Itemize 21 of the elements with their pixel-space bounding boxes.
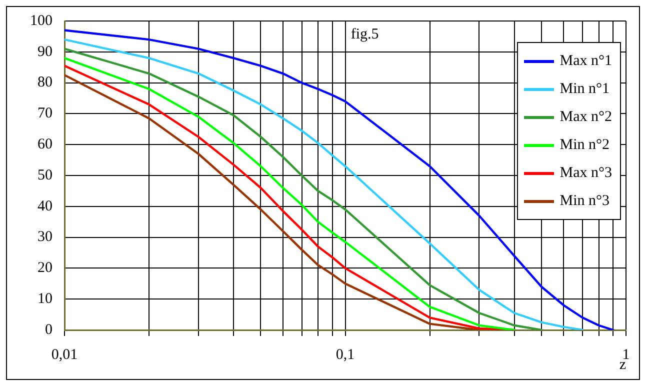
y-tick-label: 90 bbox=[38, 44, 52, 60]
annotation: fig.5 bbox=[350, 26, 379, 42]
y-tick-label: 40 bbox=[38, 198, 52, 214]
y-tick-label: 30 bbox=[38, 229, 52, 246]
y-tick-label: 20 bbox=[38, 260, 52, 276]
legend-label: Max n°2 bbox=[560, 108, 612, 126]
legend-label: Max n°1 bbox=[560, 52, 612, 70]
y-tick-label: 10 bbox=[38, 291, 52, 308]
x-tick-label: 1 bbox=[622, 346, 630, 363]
x-tick-label: 0,1 bbox=[336, 346, 355, 363]
y-tick-label: 100 bbox=[30, 12, 52, 29]
legend-label: Min n°1 bbox=[560, 80, 610, 98]
y-tick-label: 50 bbox=[38, 167, 52, 184]
y-tick-label: 0 bbox=[45, 322, 52, 338]
legend-label: Min n°2 bbox=[560, 136, 610, 154]
legend-label: Max n°3 bbox=[560, 164, 612, 182]
legend-label: Min n°3 bbox=[560, 192, 610, 210]
y-tick-label: 80 bbox=[38, 74, 52, 91]
x-tick-label: 0,01 bbox=[51, 346, 78, 363]
y-tick-label: 60 bbox=[38, 136, 52, 153]
y-tick-label: 70 bbox=[38, 106, 52, 122]
